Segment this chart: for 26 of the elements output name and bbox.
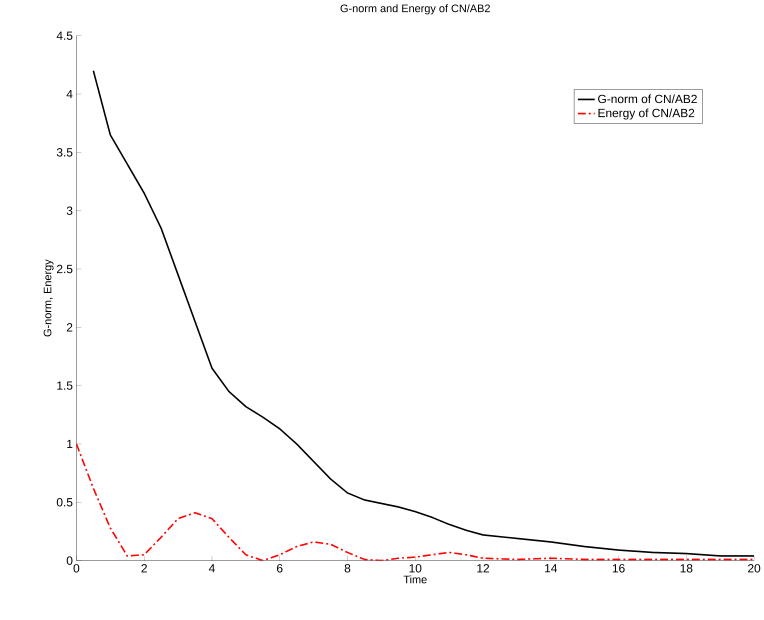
x-tick-label: 8 [344,564,350,572]
x-tick-label: 0 [74,564,80,572]
x-tick-label: 12 [477,564,490,572]
legend-label: Energy of CN/AB2 [598,108,694,120]
x-tick-label: 14 [545,564,558,572]
y-tick-label: 2.5 [56,264,72,274]
x-tick-label: 6 [277,564,282,572]
y-tick-label: 3 [66,206,72,215]
y-tick-label: 0 [66,556,72,565]
x-tick-label: 10 [410,564,422,572]
y-tick-label: 4 [66,90,73,98]
y-tick-label: 1 [67,440,72,448]
y-tick-label: 3.5 [56,148,72,157]
x-tick-label: 20 [748,564,760,572]
y-tick-label: 4.5 [56,32,72,40]
x-tick-label: 18 [680,564,692,572]
chart-title: G-norm and Energy of CN/AB2 [340,4,490,14]
legend-label: G-norm of CN/AB2 [598,94,697,104]
x-tick-label: 2 [141,564,147,572]
x-tick-label: 4 [208,564,215,572]
y-tick-label: 2 [66,323,72,332]
y-tick-label: 0.5 [56,498,72,506]
y-tick-label: 1.5 [57,381,72,390]
x-axis-title: Time [404,575,427,584]
x-tick-label: 16 [612,564,625,572]
y-axis-title: G-norm, Energy [44,259,54,336]
